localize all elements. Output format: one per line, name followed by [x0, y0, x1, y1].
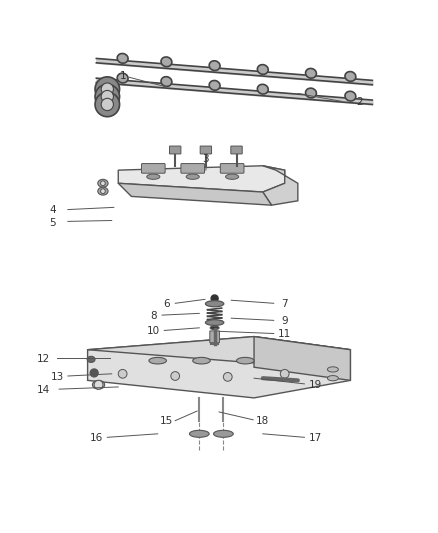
- Text: 12: 12: [37, 354, 50, 365]
- Text: 11: 11: [278, 329, 291, 340]
- Ellipse shape: [117, 73, 128, 83]
- FancyBboxPatch shape: [231, 146, 242, 154]
- Ellipse shape: [345, 91, 356, 101]
- Polygon shape: [88, 336, 350, 398]
- Text: 9: 9: [281, 316, 288, 326]
- Text: 4: 4: [49, 205, 56, 215]
- Circle shape: [223, 373, 232, 381]
- Polygon shape: [118, 166, 285, 192]
- Polygon shape: [254, 336, 350, 381]
- Text: 1: 1: [119, 71, 126, 81]
- Circle shape: [95, 77, 120, 101]
- Circle shape: [211, 295, 218, 302]
- Circle shape: [118, 369, 127, 378]
- Ellipse shape: [193, 358, 210, 364]
- Ellipse shape: [92, 381, 105, 389]
- Ellipse shape: [205, 320, 224, 326]
- Text: 6: 6: [163, 298, 170, 309]
- Ellipse shape: [186, 174, 199, 179]
- Text: 19: 19: [309, 379, 322, 390]
- Ellipse shape: [210, 326, 219, 329]
- Ellipse shape: [101, 181, 105, 185]
- Ellipse shape: [205, 301, 224, 307]
- Circle shape: [101, 83, 113, 95]
- Ellipse shape: [101, 189, 105, 193]
- Polygon shape: [88, 336, 350, 363]
- Text: 15: 15: [160, 416, 173, 426]
- Ellipse shape: [327, 376, 338, 381]
- Ellipse shape: [306, 68, 316, 78]
- FancyBboxPatch shape: [181, 164, 205, 173]
- Text: 3: 3: [202, 154, 209, 164]
- FancyBboxPatch shape: [141, 164, 165, 173]
- Ellipse shape: [209, 61, 220, 70]
- Circle shape: [94, 381, 103, 389]
- Ellipse shape: [161, 57, 172, 67]
- Text: 2: 2: [356, 97, 363, 107]
- Ellipse shape: [237, 358, 254, 364]
- Polygon shape: [263, 166, 298, 205]
- Ellipse shape: [345, 71, 356, 82]
- Ellipse shape: [214, 430, 233, 437]
- Circle shape: [95, 92, 120, 117]
- Ellipse shape: [98, 187, 108, 195]
- Text: 8: 8: [150, 311, 157, 320]
- Text: 17: 17: [309, 433, 322, 443]
- Text: 7: 7: [281, 298, 288, 309]
- Ellipse shape: [117, 53, 128, 63]
- Ellipse shape: [149, 358, 166, 364]
- Ellipse shape: [147, 174, 160, 179]
- FancyBboxPatch shape: [220, 164, 244, 173]
- Ellipse shape: [190, 430, 209, 437]
- Text: 10: 10: [147, 326, 160, 336]
- Circle shape: [101, 91, 113, 103]
- Text: 18: 18: [256, 416, 269, 426]
- Circle shape: [280, 369, 289, 378]
- Ellipse shape: [98, 179, 108, 187]
- Ellipse shape: [87, 356, 95, 362]
- Circle shape: [171, 372, 180, 381]
- Circle shape: [101, 98, 113, 110]
- Ellipse shape: [258, 64, 268, 74]
- Ellipse shape: [209, 80, 220, 90]
- Circle shape: [95, 84, 120, 109]
- Polygon shape: [118, 183, 272, 205]
- Ellipse shape: [327, 367, 338, 372]
- Text: 13: 13: [50, 372, 64, 382]
- Ellipse shape: [161, 77, 172, 86]
- FancyBboxPatch shape: [200, 146, 212, 154]
- FancyBboxPatch shape: [210, 331, 219, 343]
- Circle shape: [90, 369, 98, 377]
- Text: 5: 5: [49, 217, 56, 228]
- FancyBboxPatch shape: [170, 146, 181, 154]
- Text: 14: 14: [37, 385, 50, 395]
- Text: 16: 16: [90, 433, 103, 443]
- Ellipse shape: [258, 84, 268, 94]
- Ellipse shape: [226, 174, 239, 179]
- Ellipse shape: [306, 88, 316, 98]
